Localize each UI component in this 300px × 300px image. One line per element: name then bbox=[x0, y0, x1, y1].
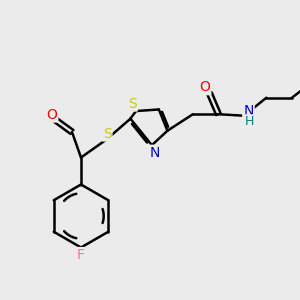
Text: N: N bbox=[150, 146, 160, 160]
Text: O: O bbox=[200, 80, 210, 94]
Text: O: O bbox=[46, 108, 57, 122]
Text: F: F bbox=[77, 248, 85, 262]
Text: H: H bbox=[245, 115, 255, 128]
Text: N: N bbox=[243, 104, 254, 118]
Text: S: S bbox=[128, 97, 137, 111]
Text: S: S bbox=[103, 127, 112, 140]
